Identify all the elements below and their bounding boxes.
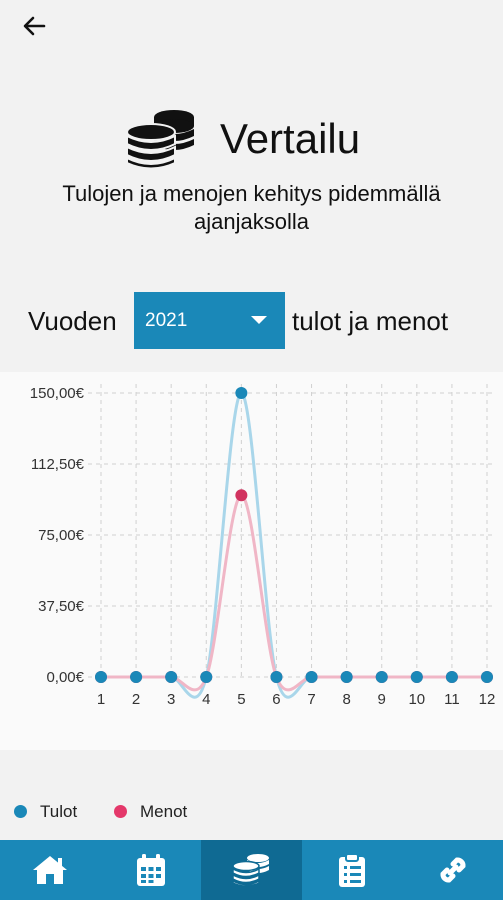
x-tick-label: 1	[97, 691, 105, 708]
data-point-tulot	[305, 671, 318, 683]
x-tick-label: 12	[479, 691, 496, 708]
back-button[interactable]	[18, 10, 50, 42]
y-tick-label: 75,00€	[38, 527, 85, 544]
x-tick-label: 6	[272, 691, 280, 708]
comparison-chart: 0,00€ 37,50€ 75,00€ 112,50€ 150,00€ 1 2 3 4 5 6 7 8 9…	[0, 372, 503, 750]
bottom-navigation	[0, 840, 503, 900]
nav-tab-comparison[interactable]	[201, 840, 302, 900]
nav-tab-calendar[interactable]	[101, 840, 202, 900]
data-point-tulot	[375, 671, 388, 683]
coins-icon	[126, 110, 194, 170]
chart-legend: Tulot Menot	[0, 798, 503, 826]
series-line-menot	[99, 493, 489, 692]
line-chart: 0,00€37,50€75,00€112,50€150,00€1 2 3 4 5 6 7 8 9…	[30, 384, 496, 708]
page-subtitle: Tulojen ja menojen kehitys pidemmällä aj…	[62, 181, 441, 234]
nav-tab-reports[interactable]	[302, 840, 403, 900]
year-prefix-label: Vuoden	[28, 306, 117, 336]
nav-tab-links[interactable]	[402, 840, 503, 900]
y-tick-label: 150,00€	[30, 385, 85, 402]
year-selector-row: Vuoden 2021 tulot ja menot	[0, 292, 503, 350]
data-point-tulot	[481, 671, 493, 683]
x-tick-label: 10	[408, 691, 425, 708]
data-point-tulot	[235, 387, 248, 399]
x-tick-label: 5	[237, 691, 245, 708]
data-point-tulot	[410, 671, 423, 683]
x-tick-label: 2	[132, 691, 140, 708]
y-tick-label: 37,50€	[38, 598, 85, 615]
legend-dot-tulot	[14, 805, 27, 818]
data-point-tulot	[165, 671, 178, 683]
legend-label-menot: Menot	[140, 802, 188, 821]
x-tick-label: 9	[378, 691, 386, 708]
coins-icon	[232, 854, 270, 887]
clipboard-icon	[339, 853, 366, 887]
data-point-tulot	[200, 671, 213, 683]
title-row: Vertailu	[0, 108, 503, 172]
arrow-left-icon	[23, 16, 46, 36]
data-point-tulot	[340, 671, 353, 683]
caret-down-icon	[251, 316, 267, 324]
link-icon	[440, 857, 466, 883]
x-tick-label: 3	[167, 691, 175, 708]
legend-dot-menot	[114, 805, 127, 818]
data-point-tulot	[95, 671, 107, 683]
data-point-tulot	[445, 671, 458, 683]
series-line-tulot	[99, 391, 489, 699]
year-dropdown-value: 2021	[145, 310, 188, 331]
calendar-icon	[136, 854, 165, 886]
legend-label-tulot: Tulot	[40, 802, 78, 821]
data-point-tulot	[130, 671, 143, 683]
page-title: Vertailu	[220, 115, 361, 162]
nav-tab-home[interactable]	[0, 840, 101, 900]
x-tick-label: 4	[202, 691, 210, 708]
y-tick-label: 112,50€	[31, 456, 85, 473]
x-tick-label: 11	[444, 691, 460, 708]
data-point-menot	[235, 489, 248, 502]
year-dropdown[interactable]: 2021	[134, 292, 285, 349]
year-suffix-label: tulot ja menot	[292, 306, 449, 336]
x-tick-label: 8	[342, 691, 350, 708]
home-icon	[33, 856, 68, 884]
x-tick-label: 7	[307, 691, 315, 708]
data-point-tulot	[270, 671, 283, 683]
y-tick-label: 0,00€	[46, 669, 84, 686]
